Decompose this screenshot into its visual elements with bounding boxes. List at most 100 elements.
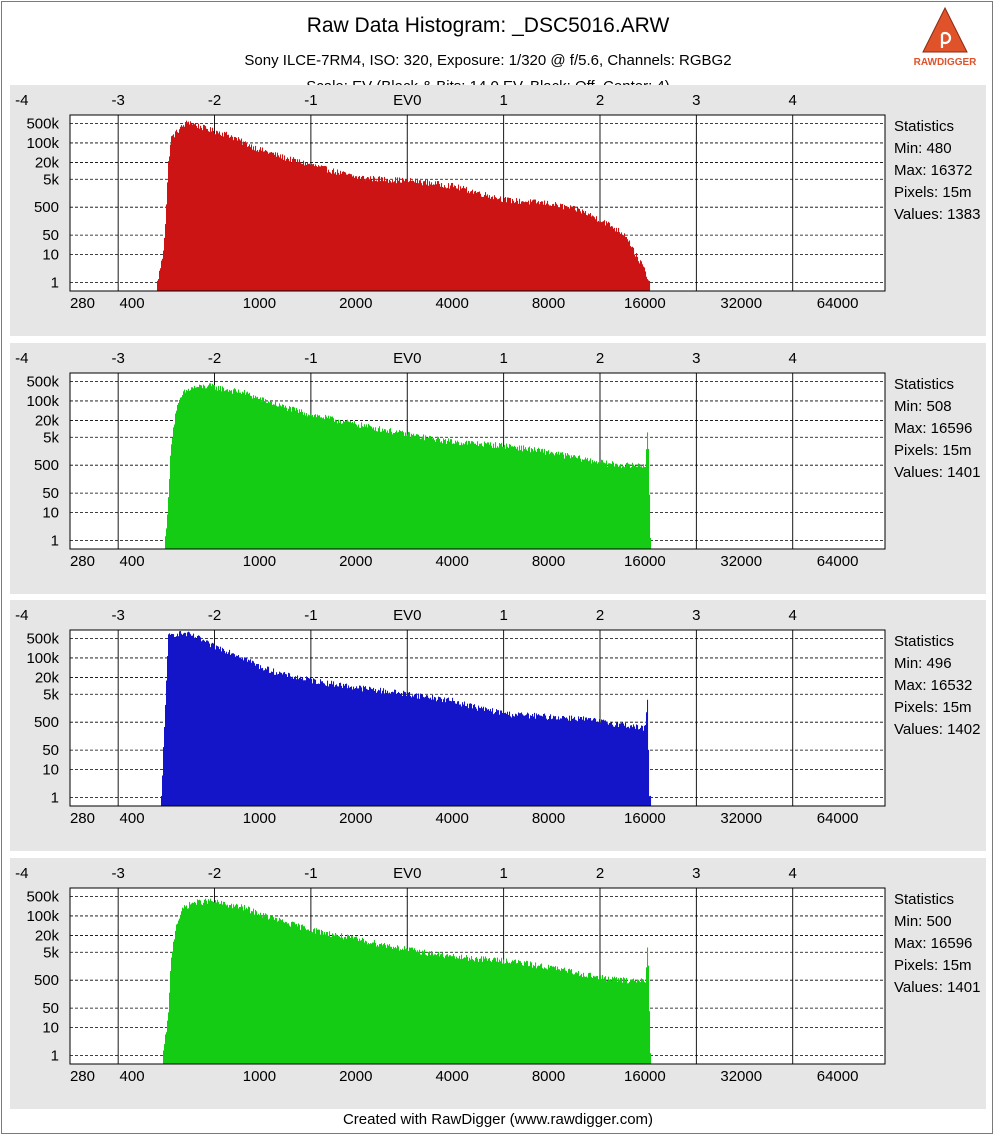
histogram-bar xyxy=(241,904,243,1064)
histogram-bar xyxy=(342,937,344,1064)
histogram-bar xyxy=(244,657,246,806)
histogram-bar xyxy=(641,261,643,291)
histogram-bar xyxy=(606,221,608,291)
histogram-bar xyxy=(422,185,424,291)
histogram-bar xyxy=(289,925,291,1064)
histogram-bar xyxy=(277,152,279,291)
histogram-bar xyxy=(519,961,521,1064)
histogram-bar xyxy=(371,426,373,549)
histogram-bar xyxy=(213,130,215,291)
histogram-bar xyxy=(383,430,385,549)
histogram-bar xyxy=(181,633,183,806)
histogram-bar xyxy=(177,404,179,549)
x-tick-label: 400 xyxy=(120,1068,145,1085)
histogram-bar xyxy=(412,947,414,1064)
histogram-bar xyxy=(458,442,460,549)
histogram-bar xyxy=(561,452,563,549)
histogram-bar xyxy=(484,710,486,806)
histogram-bar xyxy=(317,929,319,1064)
histogram-bar xyxy=(637,725,639,806)
histogram-bar xyxy=(304,165,306,291)
histogram-bar xyxy=(246,392,248,549)
histogram-bar xyxy=(204,385,206,549)
histogram-bar xyxy=(282,919,284,1064)
y-tick-label: 20k xyxy=(35,927,60,944)
histogram-bar xyxy=(543,204,545,291)
histogram-bar xyxy=(618,726,620,806)
histogram-bar xyxy=(263,397,265,549)
histogram-bar xyxy=(444,958,446,1064)
histogram-bar xyxy=(527,451,529,549)
histogram-bar xyxy=(550,965,552,1064)
histogram-bar xyxy=(615,463,617,549)
histogram-bar xyxy=(647,699,649,806)
histogram-bar xyxy=(311,679,313,806)
histogram-bar xyxy=(474,704,476,806)
histogram-bar xyxy=(294,158,296,291)
histogram-bar xyxy=(486,958,488,1064)
histogram-bar xyxy=(412,695,414,806)
histogram-bar xyxy=(465,441,467,549)
histogram-bar xyxy=(428,437,430,549)
histogram-bar xyxy=(575,210,577,291)
histogram-bar xyxy=(646,276,648,291)
histogram-bar xyxy=(206,388,208,549)
histogram-bar xyxy=(373,942,375,1064)
histogram-bar xyxy=(450,439,452,549)
histogram-bar xyxy=(188,908,190,1064)
histogram-bar xyxy=(339,936,341,1064)
histogram-bar xyxy=(384,693,386,806)
histogram-bar xyxy=(394,689,396,806)
histogram-bar xyxy=(622,466,624,549)
histogram-bar xyxy=(537,715,539,806)
x-tick-label: 1000 xyxy=(243,1068,276,1085)
histogram-bar xyxy=(595,219,597,291)
histogram-bar xyxy=(229,905,231,1064)
histogram-bar xyxy=(198,123,200,291)
histogram-bar xyxy=(359,938,361,1064)
histogram-bar xyxy=(474,443,476,549)
histogram-bar xyxy=(165,224,167,291)
histogram-bar xyxy=(533,199,535,291)
histogram-bar xyxy=(526,960,528,1064)
histogram-bar xyxy=(604,720,606,806)
histogram-bar xyxy=(419,436,421,549)
x-tick-label: 2000 xyxy=(339,553,372,570)
histogram-bar xyxy=(554,967,556,1064)
histogram-bar xyxy=(225,904,227,1064)
histogram-bar xyxy=(509,962,511,1064)
y-tick-label: 100k xyxy=(26,135,59,152)
histogram-bar xyxy=(311,415,313,549)
histogram-bar xyxy=(551,719,553,806)
histogram-bar xyxy=(441,698,443,806)
histogram-bar xyxy=(363,427,365,549)
histogram-bar xyxy=(416,693,418,806)
histogram-bar xyxy=(589,214,591,291)
histogram-bar xyxy=(285,921,287,1064)
histogram-bar xyxy=(517,715,519,806)
histogram-bar xyxy=(549,205,551,291)
histogram-bar xyxy=(202,388,204,549)
histogram-bar xyxy=(588,718,590,806)
histogram-bar xyxy=(243,660,245,806)
histogram-bar xyxy=(510,198,512,291)
histogram-bar xyxy=(588,213,590,291)
histogram-bar xyxy=(464,444,466,549)
histogram-bar xyxy=(496,961,498,1064)
histogram-bar xyxy=(233,653,235,806)
histogram-bar xyxy=(431,699,433,806)
histogram-bar xyxy=(230,390,232,549)
histogram-bar xyxy=(538,965,540,1064)
histogram-bar xyxy=(399,177,401,291)
histogram-bar xyxy=(343,171,345,291)
histogram-bar xyxy=(424,181,426,291)
histogram-bar xyxy=(390,181,392,291)
histogram-bar xyxy=(176,924,178,1064)
x-tick-label: 64000 xyxy=(817,810,859,827)
histogram-bar xyxy=(397,177,399,291)
histogram-bar xyxy=(218,385,220,549)
histogram-bar xyxy=(545,454,547,549)
histogram-bar xyxy=(487,709,489,806)
histogram-bar xyxy=(581,461,583,549)
histogram-bar xyxy=(331,173,333,291)
